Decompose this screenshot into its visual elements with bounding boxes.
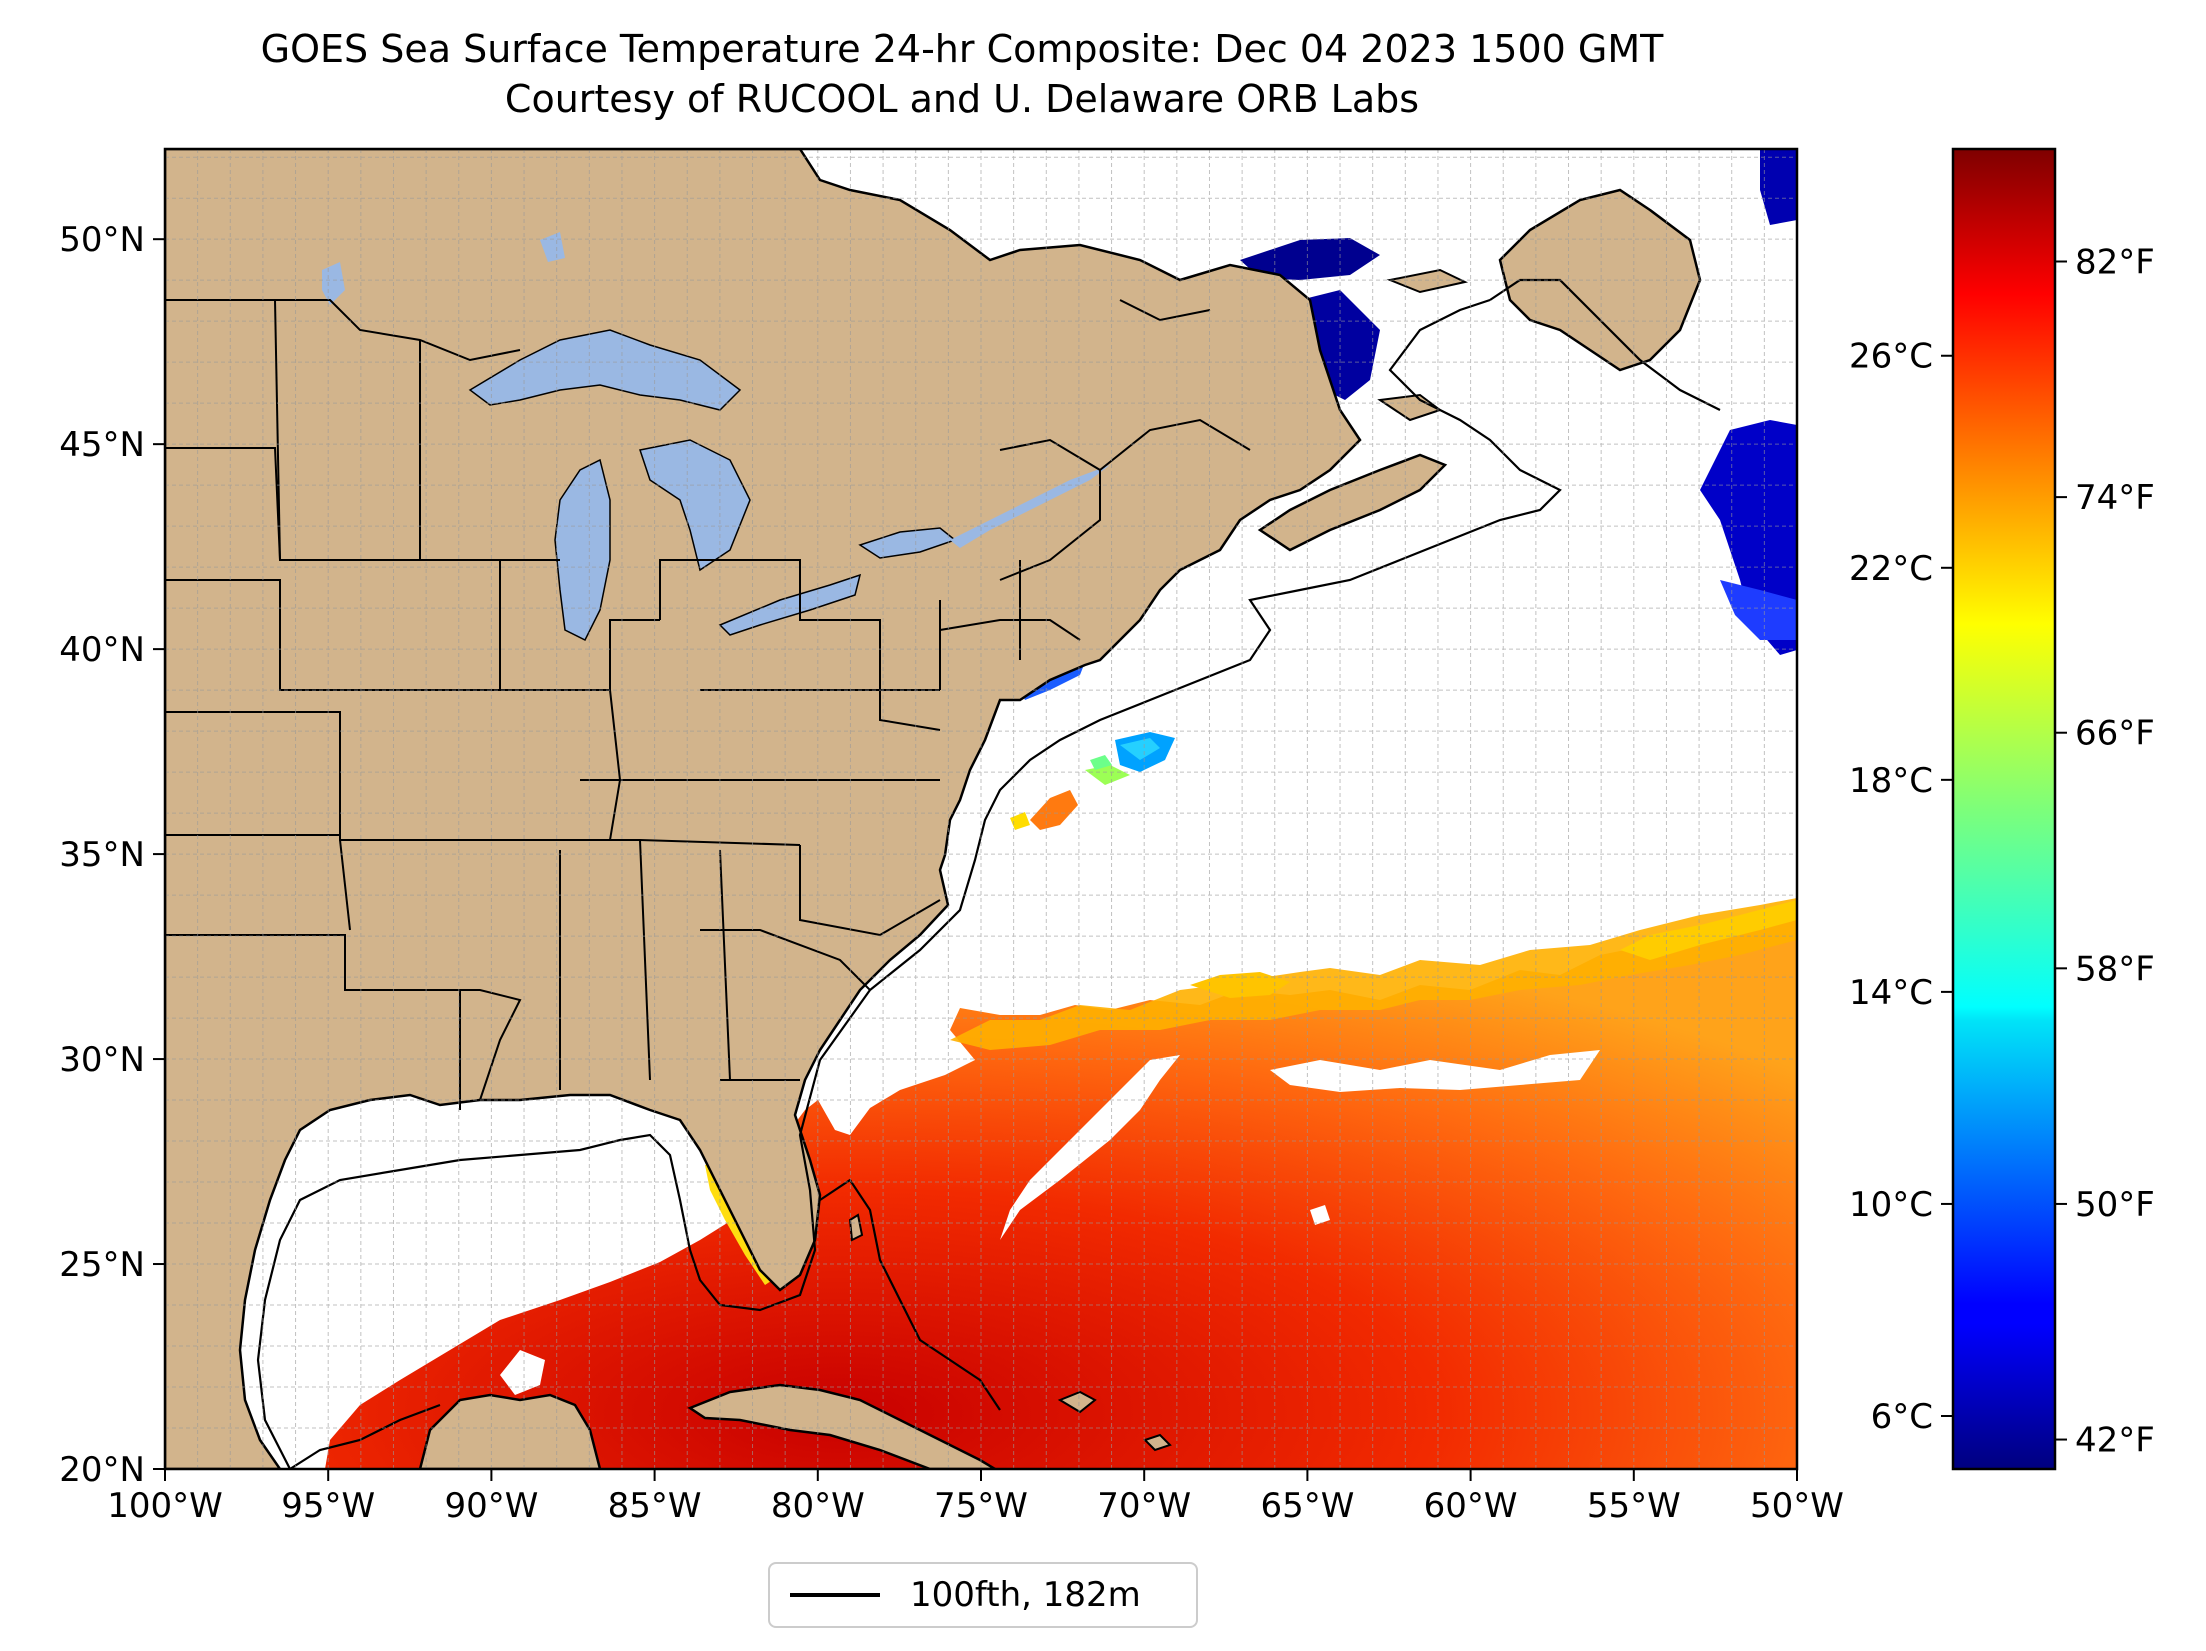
lon-tick-label: 70°W xyxy=(1097,1486,1191,1526)
land-cuba xyxy=(687,1383,998,1469)
legend-line-swatch xyxy=(790,1593,880,1597)
cloud-gap-3 xyxy=(500,1350,545,1395)
lat-tick-label: 35°N xyxy=(59,835,145,875)
lat-tick-label: 30°N xyxy=(59,1040,145,1080)
lat-tick-label: 45°N xyxy=(59,425,145,465)
colorbar-c-tick-label: 6°C xyxy=(1871,1397,1933,1437)
cloud-gap-4 xyxy=(1310,1205,1330,1225)
lon-tick-label: 65°W xyxy=(1260,1486,1354,1526)
colorbar-f-tick-label: 82°F xyxy=(2075,243,2155,283)
lon-tick-label: 100°W xyxy=(107,1486,223,1526)
lon-tick-label: 50°W xyxy=(1750,1486,1844,1526)
land-bahamas-3 xyxy=(848,1213,864,1242)
sst-cool-patch xyxy=(1720,580,1797,640)
land-bahamas-1 xyxy=(1057,1390,1097,1414)
title-line-2: Courtesy of RUCOOL and U. Delaware ORB L… xyxy=(504,77,1420,121)
colorbar-f-tick-label: 42°F xyxy=(2075,1421,2155,1461)
map-gridlines xyxy=(165,149,1797,1469)
legend-label: 100fth, 182m xyxy=(910,1575,1141,1615)
colorbar-c-tick-label: 18°C xyxy=(1849,761,1933,801)
sst-shelf-patch-yellow xyxy=(1010,812,1030,830)
lat-tick-label: 50°N xyxy=(59,220,145,260)
sst-warm-field xyxy=(325,915,1797,1469)
title-line-1: GOES Sea Surface Temperature 24-hr Compo… xyxy=(260,27,1664,71)
sst-shelf-patch-green xyxy=(1085,765,1130,785)
lon-tick-label: 75°W xyxy=(934,1486,1028,1526)
lon-tick-label: 90°W xyxy=(444,1486,538,1526)
colorbar-fahrenheit-axis: 42°F 50°F 58°F 66°F 74°F 82°F xyxy=(2055,243,2155,1461)
lake-st-lawrence xyxy=(950,465,1110,548)
colorbar-f-tick-label: 74°F xyxy=(2075,478,2155,518)
colorbar-f-tick-label: 50°F xyxy=(2075,1185,2155,1225)
cloud-gap-2 xyxy=(1270,1050,1600,1092)
colorbar-f-tick-label: 66°F xyxy=(2075,714,2155,754)
cloud-gap-1 xyxy=(1000,1055,1180,1240)
sst-shelf-patch-orange xyxy=(1030,790,1078,830)
colorbar-c-tick-label: 10°C xyxy=(1849,1185,1933,1225)
sst-shelf-patch-lime xyxy=(1090,755,1112,770)
longitude-axis: 100°W 95°W 90°W 85°W 80°W 75°W 70°W 65°W 60°W 55°… xyxy=(107,1469,1844,1526)
lon-tick-label: 80°W xyxy=(771,1486,865,1526)
lat-tick-label: 25°N xyxy=(59,1245,145,1285)
sst-cold-north-atlantic-2 xyxy=(1760,150,1797,225)
lon-tick-label: 60°W xyxy=(1424,1486,1518,1526)
colorbar-c-tick-label: 14°C xyxy=(1849,973,1933,1013)
sst-patch-1 xyxy=(1190,972,1290,998)
political-borders xyxy=(165,299,1251,1110)
latitude-axis: 20°N 25°N 30°N 35°N 40°N 45°N 50°N xyxy=(59,220,165,1490)
chart-title: GOES Sea Surface Temperature 24-hr Compo… xyxy=(0,24,1924,124)
sst-front-orange xyxy=(950,898,1797,1050)
colorbar-celsius-axis: 6°C 10°C 14°C 18°C 22°C 26°C xyxy=(1849,337,1953,1437)
legend: 100fth, 182m xyxy=(768,1562,1198,1628)
land-bahamas-2 xyxy=(1143,1433,1172,1452)
colorbar xyxy=(1951,147,2057,1471)
lon-tick-label: 95°W xyxy=(281,1486,375,1526)
colorbar-f-tick-label: 58°F xyxy=(2075,949,2155,989)
sst-shelf-patch-cyan xyxy=(1120,738,1160,760)
lon-tick-label: 85°W xyxy=(608,1486,702,1526)
colorbar-c-tick-label: 22°C xyxy=(1849,549,1933,589)
lake-michigan xyxy=(554,458,611,642)
lat-tick-label: 40°N xyxy=(59,630,145,670)
lake-erie xyxy=(718,573,862,636)
colorbar-c-tick-label: 26°C xyxy=(1849,337,1933,377)
land-anticosti xyxy=(1386,268,1469,294)
land-yucatan xyxy=(418,1393,602,1469)
sst-front-yellow xyxy=(1620,900,1797,960)
lake-winnipeg xyxy=(322,262,345,305)
lon-tick-label: 55°W xyxy=(1587,1486,1681,1526)
lat-tick-label: 20°N xyxy=(59,1450,145,1490)
